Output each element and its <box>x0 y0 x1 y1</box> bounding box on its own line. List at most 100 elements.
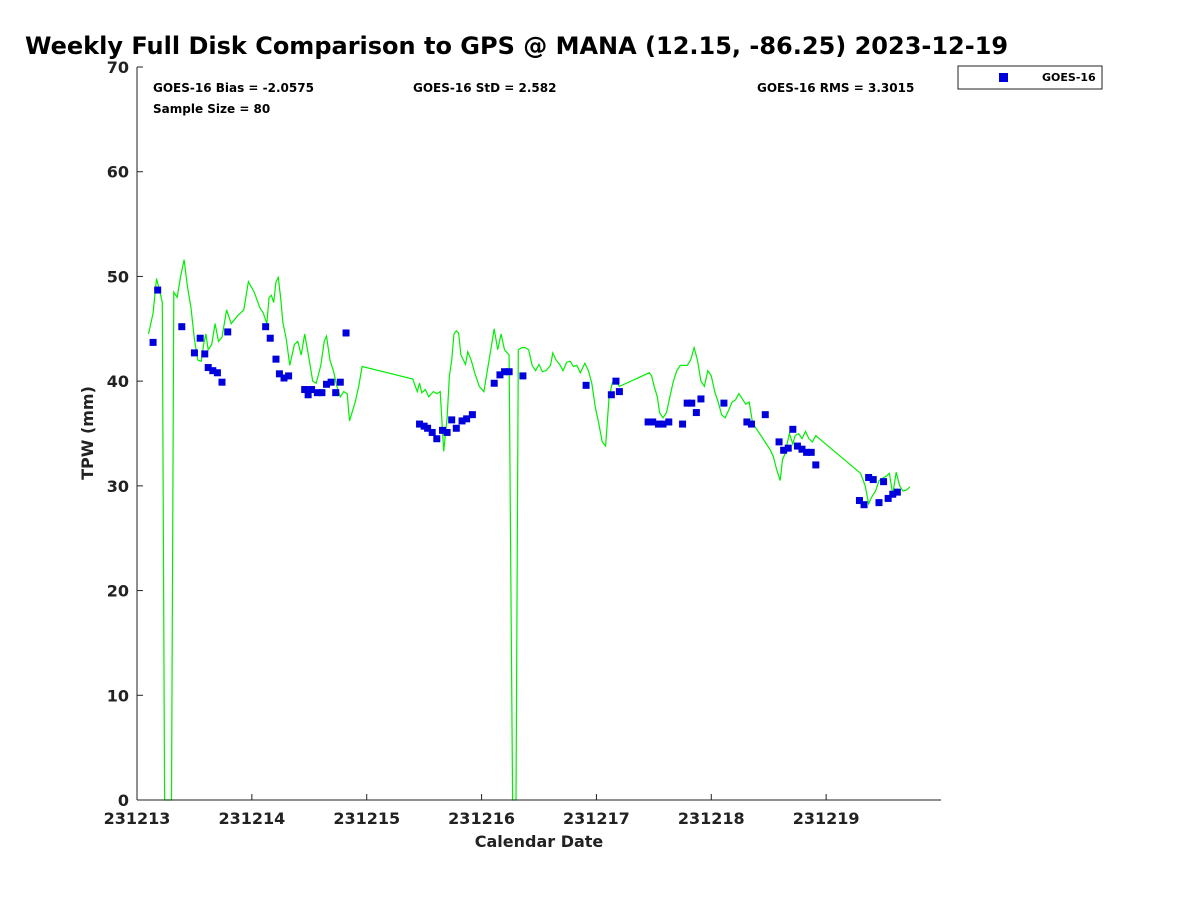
goes16-point <box>424 424 432 432</box>
gps-line <box>147 259 911 801</box>
goes16-point <box>262 323 270 331</box>
goes16-point <box>855 497 863 505</box>
goes16-point <box>463 415 471 423</box>
goes16-point <box>505 368 513 376</box>
goes16-point <box>301 386 309 394</box>
goes16-series <box>149 286 901 509</box>
goes16-point <box>775 438 783 446</box>
goes16-point <box>204 364 212 372</box>
y-tick-label: 70 <box>107 58 129 77</box>
y-tick-label: 60 <box>107 163 129 182</box>
goes16-point <box>720 399 728 407</box>
goes16-point <box>178 323 186 331</box>
legend-box <box>957 65 1103 90</box>
goes16-point <box>323 380 331 388</box>
goes16-point <box>304 391 312 399</box>
goes16-point <box>154 286 162 294</box>
x-ticks: 231213 231214 231215 231216 231217 231218 2312… <box>104 794 860 828</box>
y-axis-label: TPW (mm) <box>78 386 97 480</box>
y-tick-label: 20 <box>107 582 129 601</box>
x-tick-label: 231217 <box>563 809 630 828</box>
goes16-point <box>880 478 888 486</box>
goes16-point <box>439 426 447 434</box>
goes16-point <box>501 368 509 376</box>
goes16-point <box>659 420 667 428</box>
goes16-point <box>865 473 873 481</box>
goes16-point <box>280 374 288 382</box>
goes16-point <box>318 389 326 397</box>
goes16-point <box>428 428 436 436</box>
goes16-point <box>860 501 868 509</box>
legend-marker <box>999 73 1008 82</box>
goes16-point <box>679 420 687 428</box>
y-tick-label: 0 <box>118 791 129 810</box>
goes16-point <box>490 379 498 387</box>
goes16-point <box>416 420 424 428</box>
goes16-point <box>743 418 751 426</box>
legend-label: GOES-16 <box>1042 71 1096 84</box>
goes16-point <box>308 386 316 394</box>
goes16-point <box>224 328 232 336</box>
x-axis-label: Calendar Date <box>475 832 604 851</box>
goes16-point <box>649 418 657 426</box>
plot-area <box>137 67 941 801</box>
goes16-point <box>218 378 226 386</box>
goes16-point <box>697 395 705 403</box>
goes16-point <box>665 418 673 426</box>
goes16-point <box>889 490 897 498</box>
legend: GOES-16 <box>957 65 1103 90</box>
goes16-point <box>654 420 662 428</box>
goes16-point <box>807 448 815 456</box>
goes16-point <box>789 425 797 433</box>
goes16-point <box>433 435 441 443</box>
goes16-point <box>761 411 769 419</box>
goes16-point <box>692 409 700 417</box>
sample-size-annotation: Sample Size = 80 <box>153 102 270 116</box>
goes16-point <box>272 355 280 363</box>
x-tick-label: 231218 <box>678 809 745 828</box>
goes16-point <box>342 329 350 337</box>
goes16-point <box>798 445 806 453</box>
x-tick-label: 231214 <box>218 809 285 828</box>
goes16-point <box>519 372 527 380</box>
goes16-point <box>209 367 217 375</box>
stats-annotations: GOES-16 Bias = -2.0575 GOES-16 StD = 2.5… <box>153 81 914 116</box>
x-tick-label: 231216 <box>448 809 515 828</box>
goes16-point <box>201 350 209 358</box>
goes16-point <box>582 381 590 389</box>
goes16-point <box>458 417 466 425</box>
y-tick-label: 40 <box>107 372 129 391</box>
std-annotation: GOES-16 StD = 2.582 <box>413 81 556 95</box>
goes16-point <box>780 446 788 454</box>
x-tick-label: 231219 <box>793 809 860 828</box>
x-tick-label: 231213 <box>104 809 171 828</box>
bias-annotation: GOES-16 Bias = -2.0575 <box>153 81 314 95</box>
goes16-point <box>803 448 811 456</box>
goes16-point <box>313 389 321 397</box>
axes: 0 10 20 30 40 50 60 70 231213 231214 231215 231216… <box>104 58 941 828</box>
goes16-point <box>448 416 456 424</box>
goes16-point <box>285 372 293 380</box>
goes16-point <box>784 444 792 452</box>
goes16-point <box>213 369 221 377</box>
goes16-point <box>747 420 755 428</box>
goes16-point <box>875 499 883 507</box>
goes16-point <box>869 476 877 484</box>
goes16-point <box>332 389 340 397</box>
goes16-point <box>275 370 283 378</box>
goes16-point <box>190 349 198 357</box>
goes16-point <box>644 418 652 426</box>
goes16-point <box>196 334 204 342</box>
y-tick-label: 50 <box>107 267 129 286</box>
goes16-point <box>327 378 335 386</box>
goes16-point <box>496 371 504 379</box>
goes16-point <box>884 494 892 502</box>
goes16-point <box>893 488 901 496</box>
goes16-point <box>793 442 801 450</box>
y-ticks: 0 10 20 30 40 50 60 70 <box>107 58 143 810</box>
chart-title: Weekly Full Disk Comparison to GPS @ MAN… <box>25 32 1008 60</box>
goes16-point <box>452 424 460 432</box>
goes16-point <box>266 334 274 342</box>
gps-series <box>147 259 911 801</box>
